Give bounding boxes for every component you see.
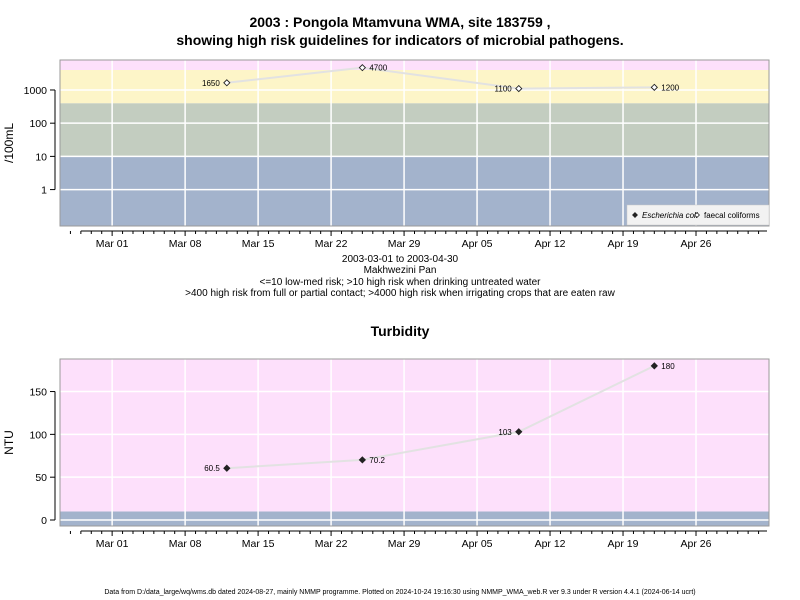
risk-band-1: [60, 511, 769, 526]
x-tick-label: Apr 26: [681, 538, 712, 550]
plot-frame: [59, 59, 770, 227]
risk-band-2: [60, 103, 769, 157]
drinking-guideline-text: <=10 low-med risk; >10 high risk when dr…: [259, 277, 541, 288]
data-point: [223, 464, 231, 472]
x-tick-label: Mar 08: [169, 238, 202, 250]
plot-frame: [59, 358, 770, 527]
x-tick-label: Mar 22: [315, 238, 348, 250]
data-label: 1100: [495, 85, 513, 94]
data-point: [515, 428, 523, 436]
chart-title-line-1: 2003 : Pongola Mtamvuna WMA, site 183759…: [249, 14, 551, 30]
data-label: 4700: [369, 64, 387, 73]
x-tick-label: Mar 01: [96, 538, 129, 550]
x-tick-label: Apr 05: [462, 238, 493, 250]
legend-entry: faecal coliforms: [704, 211, 760, 220]
data-label: 180: [661, 362, 675, 371]
y-axis-label: /100mL: [2, 123, 16, 163]
y-axis-label: NTU: [2, 430, 16, 455]
y-tick-label: 1000: [24, 85, 48, 97]
chart-title-line-2: showing high risk guidelines for indicat…: [176, 32, 624, 48]
x-tick-label: Mar 29: [388, 238, 421, 250]
y-tick-label: 0: [41, 515, 47, 527]
legend: Escherichia coli faecal coliforms: [626, 204, 770, 226]
data-label: 60.5: [204, 464, 220, 473]
x-tick-label: Apr 12: [535, 538, 566, 550]
data-label: 1650: [202, 79, 220, 88]
data-point: [650, 83, 658, 91]
y-tick-label: 1: [41, 185, 47, 197]
risk-band-2: [60, 359, 769, 512]
footer-note: Data from D:/data_large/wq/wms.db dated …: [104, 589, 696, 596]
contact-guideline-text: >400 high risk from full or partial cont…: [185, 288, 615, 299]
x-tick-label: Mar 29: [388, 538, 421, 550]
date-range-text: 2003-03-01 to 2003-04-30: [341, 254, 459, 265]
x-tick-label: Apr 26: [681, 238, 712, 250]
legend-marker: [694, 212, 700, 218]
y-tick-label: 150: [29, 387, 47, 399]
site-name-text: Makhwezini Pan: [363, 265, 437, 276]
data-label: 1200: [661, 83, 679, 92]
y-tick-label: 100: [29, 429, 47, 441]
data-point: [515, 84, 523, 93]
data-point: [358, 64, 367, 72]
legend-entry: Escherichia coli: [642, 211, 698, 220]
legend-marker: [632, 212, 638, 218]
x-tick-label: Mar 15: [242, 538, 275, 550]
chart-panel-2: Mar 01 Mar 08 Mar 15 Mar 22 Mar 29 Apr 05 Apr …: [2, 358, 770, 550]
turbidity-title: Turbidity: [370, 323, 430, 339]
data-point: [358, 456, 367, 464]
y-tick-label: 100: [29, 118, 47, 130]
y-tick-label: 50: [35, 472, 47, 484]
data-point: [223, 79, 231, 87]
series-line: [226, 364, 655, 470]
x-tick-label: Mar 08: [169, 538, 202, 550]
x-tick-label: Mar 15: [242, 238, 275, 250]
chart-panel-1: Mar 01 Mar 08 Mar 15 Mar 22 Mar 29 Apr 05 Apr …: [2, 59, 770, 250]
x-tick-label: Apr 19: [608, 538, 639, 550]
data-point: [650, 362, 658, 370]
series-line: [226, 66, 655, 90]
x-tick-label: Mar 22: [315, 538, 348, 550]
x-tick-label: Apr 12: [535, 238, 566, 250]
x-tick-label: Apr 19: [608, 238, 639, 250]
data-label: 70.2: [369, 456, 385, 465]
x-tick-label: Mar 01: [96, 238, 129, 250]
x-tick-label: Apr 05: [462, 538, 493, 550]
y-tick-label: 10: [35, 151, 47, 163]
data-label: 103: [498, 428, 512, 437]
risk-band-4: [60, 60, 769, 70]
